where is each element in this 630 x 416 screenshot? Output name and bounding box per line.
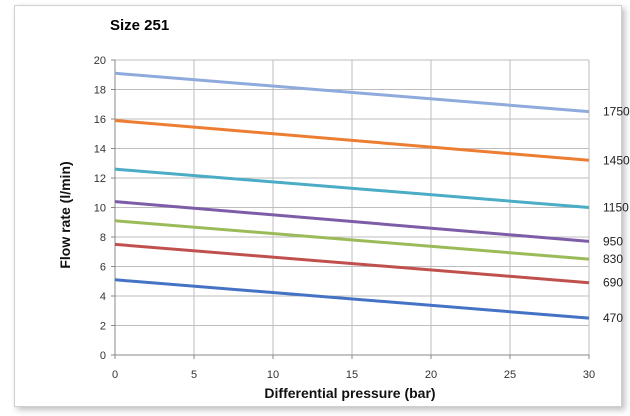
series-line-950 [114, 200, 590, 243]
series-label-830: 830 [603, 252, 623, 266]
axes: 0 2 4 6 8 10 12 14 16 18 20 0 5 10 15 20 25 30 [94, 55, 595, 381]
y-tick-label: 10 [94, 203, 106, 215]
series-line-1750 [114, 71, 590, 114]
series-line-690 [114, 242, 590, 285]
series-lines [114, 71, 590, 320]
x-axis-label: Differential pressure (bar) [264, 385, 435, 401]
x-tick-label: 25 [504, 369, 516, 381]
y-tick-label: 6 [100, 262, 106, 274]
x-tick-label: 10 [267, 369, 279, 381]
y-tick-label: 2 [100, 321, 106, 333]
series-line-1150 [114, 167, 590, 209]
x-tick-label: 5 [191, 369, 197, 381]
y-tick-label: 4 [100, 291, 106, 303]
series-line-1450 [114, 118, 590, 162]
series-line-470 [114, 278, 590, 320]
y-tick-label: 8 [100, 232, 106, 244]
y-tick-label: 0 [100, 350, 106, 362]
y-tick-label: 14 [94, 144, 106, 156]
x-tick-label: 0 [112, 369, 118, 381]
x-tick-label: 30 [583, 369, 595, 381]
series-label-690: 690 [603, 276, 623, 290]
y-tick-label: 16 [94, 114, 106, 126]
y-tick-label: 20 [94, 55, 106, 67]
series-label-470: 470 [603, 311, 623, 325]
series-label-1750: 1750 [603, 105, 630, 119]
series-labels: 1750 1450 1150 950 830 690 470 [603, 105, 630, 326]
y-tick-label: 12 [94, 173, 106, 185]
y-tick-label: 18 [94, 85, 106, 97]
series-label-1450: 1450 [603, 153, 630, 167]
series-line-830 [114, 219, 590, 261]
x-tick-label: 20 [425, 369, 437, 381]
series-label-950: 950 [603, 234, 623, 248]
x-tick-label: 15 [346, 369, 358, 381]
series-label-1150: 1150 [603, 201, 629, 215]
y-axis-label: Flow rate (l/min) [57, 161, 73, 268]
chart-title: Size 251 [110, 17, 170, 34]
